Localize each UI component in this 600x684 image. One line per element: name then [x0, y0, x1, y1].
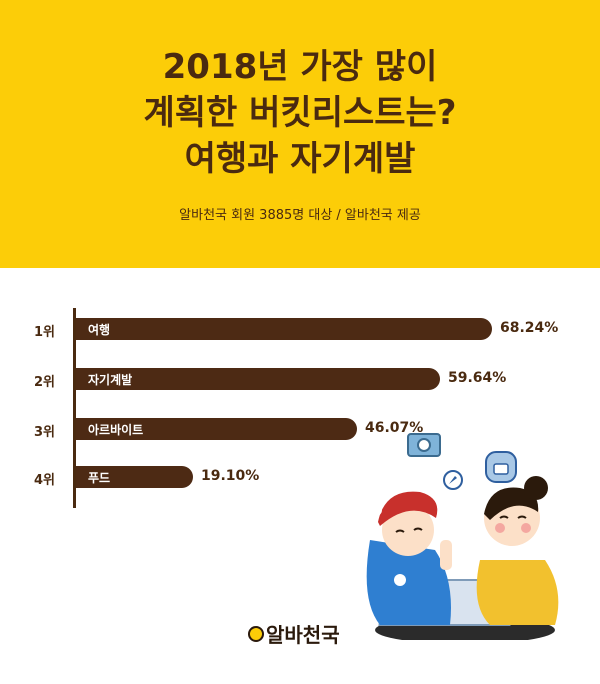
header-banner: 2018년 가장 많이 계획한 버킷리스트는? 여행과 자기계발 알바천국 회원…	[0, 0, 600, 268]
bar-category-label: 여행	[88, 323, 111, 337]
subtitle: 알바천국 회원 3885명 대상 / 알바천국 제공	[179, 208, 421, 223]
bar: 여행	[76, 318, 492, 340]
camera-icon	[407, 433, 441, 457]
chart-axis	[73, 308, 76, 508]
bar: 아르바이트	[76, 418, 357, 440]
rank-label: 4위	[34, 473, 56, 488]
bar: 푸드	[76, 466, 193, 488]
title-line-2: 계획한 버킷리스트는?	[143, 93, 457, 133]
bee-icon	[248, 625, 264, 642]
value-label: 59.64%	[448, 370, 507, 386]
title-line-3: 여행과 자기계발	[184, 139, 416, 179]
rank-label: 1위	[34, 325, 56, 340]
logo: 알바천국	[248, 619, 340, 648]
title-line-1: 2018년 가장 많이	[162, 47, 438, 87]
bar: 자기계발	[76, 368, 440, 390]
value-label: 19.10%	[201, 468, 260, 484]
bar-category-label: 아르바이트	[88, 423, 144, 437]
travel-illustration	[366, 433, 559, 640]
value-label: 46.07%	[365, 420, 424, 436]
bar-category-label: 푸드	[88, 471, 111, 485]
rank-label: 3위	[34, 425, 56, 440]
logo-text: 알바천국	[266, 623, 340, 647]
bar-category-label: 자기계발	[88, 373, 133, 387]
backpack-icon	[485, 451, 517, 483]
value-label: 68.24%	[500, 320, 559, 336]
rank-label: 2위	[34, 375, 56, 390]
page-title: 2018년 가장 많이 계획한 버킷리스트는? 여행과 자기계발	[0, 44, 600, 182]
compass-icon	[443, 470, 463, 490]
